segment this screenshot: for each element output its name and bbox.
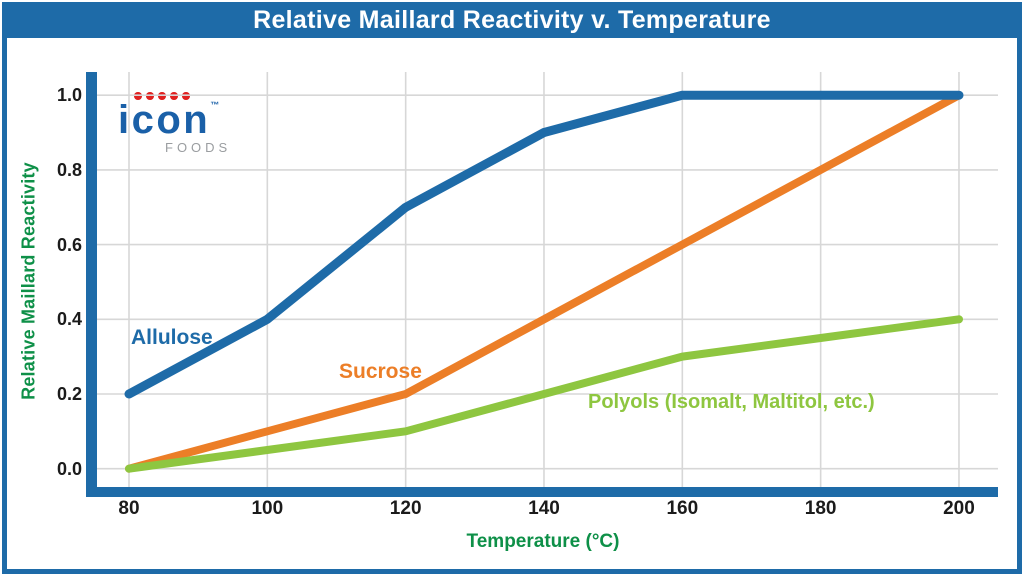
series-line-sucrose <box>125 91 963 473</box>
y-tick-label: 0.8 <box>56 159 82 180</box>
y-tick-label: 0.4 <box>56 309 82 330</box>
chart-title: Relative Maillard Reactivity v. Temperat… <box>253 5 771 34</box>
y-tick-label: 0.6 <box>56 234 82 255</box>
x-tick-label: 100 <box>251 498 284 519</box>
plot-area <box>97 72 998 487</box>
x-tick-label: 160 <box>666 498 699 519</box>
logo-foods-text: FOODS <box>165 139 232 155</box>
x-tick-label: 120 <box>389 498 422 519</box>
logo-wordmark: icon™ <box>118 97 258 142</box>
x-axis-label: Temperature (°C) <box>466 531 620 552</box>
icon-foods-logo: icon™ FOODS <box>118 92 258 155</box>
trademark-symbol: ™ <box>210 99 220 110</box>
y-axis-line <box>86 72 97 497</box>
series-line-polyols <box>125 315 963 473</box>
series-label-sucrose: Sucrose <box>339 360 422 383</box>
x-axis-line <box>86 487 998 497</box>
x-tick-label: 80 <box>118 498 140 519</box>
y-axis-label: Relative Maillard Reactivity <box>18 162 39 400</box>
title-bar: Relative Maillard Reactivity v. Temperat… <box>2 2 1022 38</box>
x-tick-label: 180 <box>804 498 837 519</box>
series-label-polyols: Polyols (Isomalt, Maltitol, etc.) <box>588 391 875 413</box>
y-tick-label: 0.2 <box>56 384 82 404</box>
y-tick-label: 0.0 <box>56 458 82 479</box>
series-label-allulose: Allulose <box>131 326 213 349</box>
x-tick-label: 140 <box>528 498 560 519</box>
x-tick-label: 200 <box>943 498 975 519</box>
series-line-allulose <box>124 90 964 399</box>
logo-brand-text: icon <box>118 97 211 142</box>
y-tick-label: 1.0 <box>56 85 82 106</box>
